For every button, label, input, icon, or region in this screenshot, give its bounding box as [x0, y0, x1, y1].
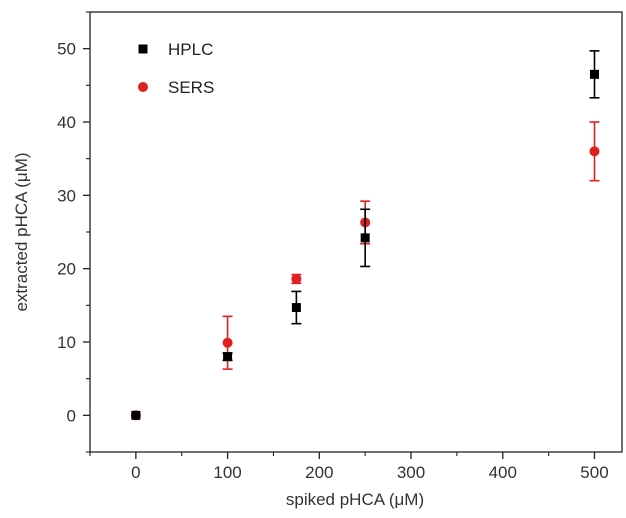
y-tick-label: 40	[57, 113, 76, 132]
data-point-sers	[222, 337, 233, 348]
legend-marker-hplc	[138, 44, 148, 54]
data-point-sers	[291, 273, 302, 284]
y-tick-label: 30	[57, 186, 76, 205]
data-point-hplc	[223, 352, 233, 362]
data-point-sers	[589, 146, 600, 157]
x-tick-label: 500	[580, 463, 608, 482]
data-point-hplc	[589, 69, 599, 79]
y-tick-label: 20	[57, 260, 76, 279]
x-axis: 0 100 200 300 400 500	[89, 452, 609, 482]
data-series	[130, 50, 600, 421]
series-sers	[130, 121, 600, 421]
x-axis-label: spiked pHCA (μM)	[286, 490, 424, 509]
data-point-hplc	[360, 233, 370, 243]
legend-label-hplc: HPLC	[168, 40, 213, 59]
x-tick-label: 200	[305, 463, 333, 482]
legend-marker-sers	[138, 82, 148, 92]
y-tick-label: 10	[57, 333, 76, 352]
series-hplc	[131, 50, 600, 420]
x-tick-label: 100	[213, 463, 241, 482]
y-axis-label: extracted pHCA (μM)	[12, 152, 31, 311]
x-tick-label: 400	[489, 463, 517, 482]
legend: HPLC SERS	[138, 40, 214, 97]
legend-label-sers: SERS	[168, 78, 214, 97]
x-tick-label: 0	[131, 463, 140, 482]
y-tick-label: 0	[67, 406, 76, 425]
data-point-hplc	[131, 410, 141, 420]
y-axis: 0 10 20 30 40 50	[57, 11, 90, 453]
x-tick-label: 300	[397, 463, 425, 482]
y-tick-label: 50	[57, 40, 76, 59]
data-point-hplc	[291, 303, 301, 313]
